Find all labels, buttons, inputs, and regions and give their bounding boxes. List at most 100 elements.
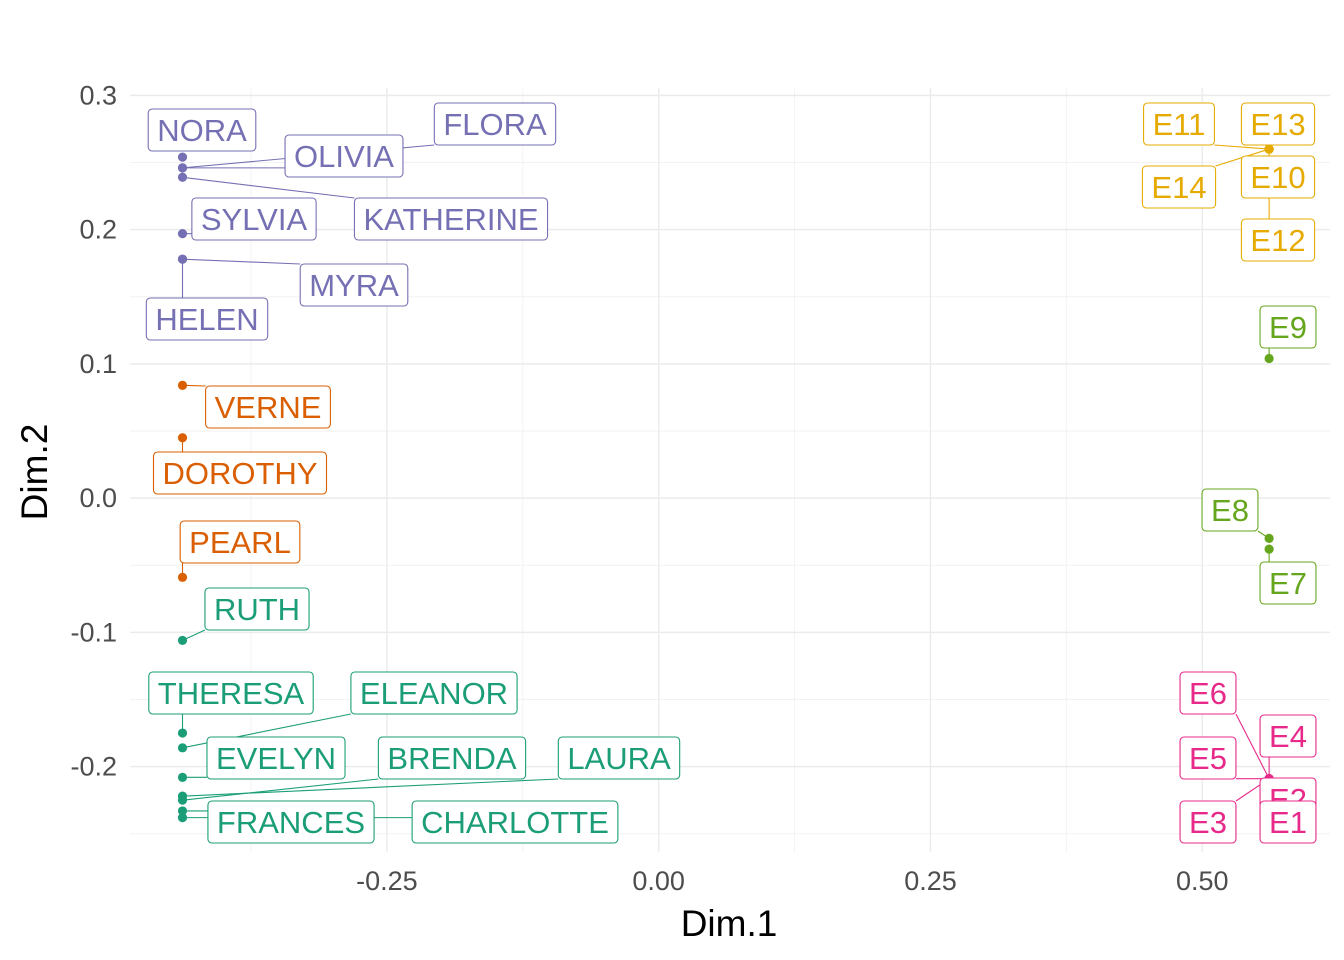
label-text: E14 xyxy=(1151,170,1206,205)
label-text: E7 xyxy=(1269,566,1307,601)
label-box xyxy=(353,197,549,241)
scatter-point xyxy=(1264,353,1274,364)
label-box xyxy=(148,671,314,715)
scatter-point xyxy=(177,813,188,823)
label-box xyxy=(147,108,257,152)
label-box xyxy=(377,736,527,780)
label-text: CHARLOTTE xyxy=(421,805,609,840)
point-label: PEARL xyxy=(179,520,301,564)
label-box xyxy=(207,800,375,844)
point-label: SYLVIA xyxy=(191,197,317,241)
x-tick-label: 0.25 xyxy=(904,866,957,896)
point-label: E3 xyxy=(1179,800,1237,844)
point-label: EVELYN xyxy=(206,736,346,780)
label-box xyxy=(1179,736,1237,780)
scatter-point xyxy=(177,572,188,582)
label-box xyxy=(1201,488,1259,532)
label-box xyxy=(433,102,557,146)
label-text: RUTH xyxy=(214,592,300,627)
label-text: PEARL xyxy=(189,525,291,560)
label-connector xyxy=(182,778,379,801)
x-tick-label: 0.50 xyxy=(1176,866,1229,896)
point-label: E12 xyxy=(1240,218,1316,262)
point-label: OLIVIA xyxy=(284,134,404,178)
scatter-point xyxy=(177,172,188,182)
label-text: E10 xyxy=(1250,160,1305,195)
label-text: E1 xyxy=(1269,805,1307,840)
scatter-point xyxy=(177,152,188,162)
label-connector xyxy=(182,176,355,199)
label-box xyxy=(152,451,328,495)
x-axis-ticks: -0.25 0.00 0.25 0.50 xyxy=(356,866,1228,896)
label-connector xyxy=(1235,713,1270,779)
label-text: DOROTHY xyxy=(163,456,318,491)
label-box xyxy=(205,385,331,429)
point-label: DOROTHY xyxy=(152,451,328,495)
point-label: BRENDA xyxy=(377,736,527,780)
x-tick-label: 0.00 xyxy=(632,866,685,896)
label-box xyxy=(1240,102,1316,146)
label-text: E6 xyxy=(1189,676,1227,711)
label-box xyxy=(299,263,409,307)
label-text: BRENDA xyxy=(387,741,517,776)
label-box xyxy=(1179,671,1237,715)
label-box xyxy=(204,587,310,631)
label-box xyxy=(1240,155,1316,199)
point-label: E10 xyxy=(1240,155,1316,199)
scatter-point xyxy=(177,743,188,753)
label-text: E8 xyxy=(1211,493,1249,528)
scatter-point xyxy=(1264,533,1274,543)
point-label: NORA xyxy=(147,108,257,152)
label-connector-lines xyxy=(181,144,1270,819)
label-text: E3 xyxy=(1189,805,1227,840)
y-tick-label: 0.0 xyxy=(79,483,117,513)
point-label: E11 xyxy=(1143,102,1215,146)
label-box xyxy=(1259,305,1317,349)
label-text: KATHERINE xyxy=(363,202,538,237)
scatter-point xyxy=(177,772,188,782)
label-text: MYRA xyxy=(309,268,399,303)
label-text: E9 xyxy=(1269,310,1307,345)
y-tick-label: 0.1 xyxy=(79,349,117,379)
x-tick-label: -0.25 xyxy=(356,866,418,896)
label-text: NORA xyxy=(157,113,247,148)
y-tick-label: -0.1 xyxy=(70,617,117,647)
point-label: E5 xyxy=(1179,736,1237,780)
label-box xyxy=(1259,714,1317,758)
label-text: LAURA xyxy=(567,741,671,776)
scatter-point xyxy=(177,806,188,816)
point-label: RUTH xyxy=(204,587,310,631)
label-text: E5 xyxy=(1189,741,1227,776)
label-text: SYLVIA xyxy=(201,202,308,237)
scatter-point xyxy=(177,795,188,805)
label-text: FRANCES xyxy=(217,805,365,840)
label-text: E11 xyxy=(1153,107,1206,142)
scatter-point xyxy=(1264,544,1274,554)
label-text: EVELYN xyxy=(216,741,336,776)
point-label: KATHERINE xyxy=(353,197,549,241)
point-label: ELEANOR xyxy=(350,671,518,715)
label-connector xyxy=(182,258,301,265)
scatter-point xyxy=(177,433,188,443)
point-label: FRANCES xyxy=(207,800,375,844)
label-box xyxy=(1259,561,1317,605)
label-box xyxy=(145,297,269,341)
scatter-point xyxy=(177,380,188,390)
label-text: HELEN xyxy=(155,302,258,337)
y-axis-title: Dim.2 xyxy=(14,424,55,521)
label-box xyxy=(1240,218,1316,262)
label-box xyxy=(206,736,346,780)
point-label: VERNE xyxy=(205,385,331,429)
scatter-point xyxy=(177,229,188,239)
point-label: MYRA xyxy=(299,263,409,307)
point-label: E14 xyxy=(1141,165,1217,209)
label-box xyxy=(1141,165,1217,209)
label-box xyxy=(557,736,681,780)
label-box xyxy=(179,520,301,564)
point-label: THERESA xyxy=(148,671,314,715)
label-box xyxy=(1143,102,1215,146)
label-box xyxy=(284,134,404,178)
point-label: E4 xyxy=(1259,714,1317,758)
point-label: E8 xyxy=(1201,488,1259,532)
